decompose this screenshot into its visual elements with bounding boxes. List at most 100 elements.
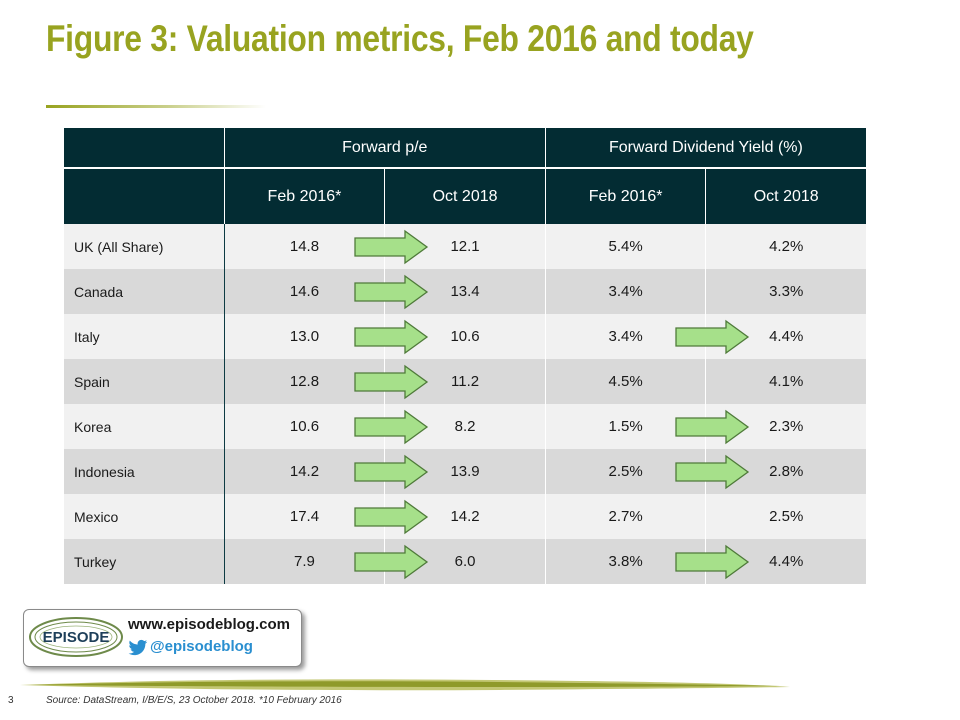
pe-feb16-cell: 10.6 bbox=[223, 404, 428, 449]
table-row: Spain 12.8 11.2 4.5% 4.1% bbox=[64, 359, 866, 404]
dy-feb16-cell: 4.5% bbox=[544, 359, 706, 404]
right-arrow-icon bbox=[353, 454, 429, 490]
group-header-forward-pe: Forward p/e bbox=[223, 128, 546, 168]
pe-feb16-cell-value: 14.8 bbox=[289, 238, 320, 255]
pe-feb16-cell-value: 13.0 bbox=[289, 328, 320, 345]
sub-header-dy-oct18: Oct 2018 bbox=[705, 168, 866, 224]
dy-oct18-cell: 2.5% bbox=[705, 494, 866, 539]
right-arrow-icon bbox=[674, 544, 750, 580]
footer-swoosh-divider bbox=[20, 679, 790, 691]
blog-url-link[interactable]: www.episodeblog.com bbox=[128, 616, 290, 633]
pe-feb16-cell: 7.9 bbox=[223, 539, 428, 584]
pe-oct18-cell: 12.1 bbox=[384, 224, 546, 269]
pe-feb16-cell: 12.8 bbox=[223, 359, 428, 404]
table-row: Indonesia 14.2 13.9 2.5% 2.8% bbox=[64, 449, 866, 494]
valuation-table: Forward p/e Forward Dividend Yield (%) F… bbox=[64, 128, 866, 584]
dy-oct18-cell-value: 2.5% bbox=[769, 508, 804, 525]
sub-header-pe-oct18: Oct 2018 bbox=[384, 168, 546, 224]
pe-feb16-cell-value: 10.6 bbox=[289, 418, 320, 435]
table-row: Canada 14.6 13.4 3.4% 3.3% bbox=[64, 269, 866, 314]
group-header-row: Forward p/e Forward Dividend Yield (%) bbox=[64, 128, 866, 168]
pe-feb16-cell: 13.0 bbox=[223, 314, 428, 359]
pe-oct18-cell-value: 10.6 bbox=[450, 328, 480, 345]
country-cell: Mexico bbox=[64, 494, 225, 539]
country-cell: Indonesia bbox=[64, 449, 225, 494]
episode-logo-box[interactable]: EPISODE www.episodeblog.com @episodeblog bbox=[23, 609, 302, 667]
dy-oct18-cell: 4.2% bbox=[705, 224, 866, 269]
country-cell-value: Spain bbox=[74, 373, 110, 390]
table-row: Korea 10.6 8.2 1.5% 2.3% bbox=[64, 404, 866, 449]
right-arrow-icon bbox=[353, 274, 429, 310]
table-body: UK (All Share) 14.8 12.1 5.4% 4.2% Canada 14.6… bbox=[64, 224, 866, 584]
dy-oct18-cell: 4.1% bbox=[705, 359, 866, 404]
dy-feb16-cell-value: 2.7% bbox=[608, 508, 643, 525]
country-cell-value: Italy bbox=[74, 328, 100, 345]
pe-feb16-cell: 17.4 bbox=[223, 494, 428, 539]
pe-oct18-cell-value: 13.4 bbox=[450, 283, 480, 300]
dy-oct18-cell-value: 4.4% bbox=[769, 553, 804, 570]
pe-oct18-cell: 8.2 bbox=[384, 404, 546, 449]
table-row: UK (All Share) 14.8 12.1 5.4% 4.2% bbox=[64, 224, 866, 269]
dy-oct18-cell: 3.3% bbox=[705, 269, 866, 314]
dy-oct18-cell-value: 4.2% bbox=[769, 238, 804, 255]
dy-feb16-cell-value: 3.4% bbox=[608, 328, 643, 345]
group-header-dividend-yield: Forward Dividend Yield (%) bbox=[544, 128, 866, 168]
pe-oct18-cell-value: 12.1 bbox=[450, 238, 480, 255]
dy-feb16-cell-value: 3.4% bbox=[608, 283, 643, 300]
dy-feb16-cell-value: 1.5% bbox=[608, 418, 643, 435]
country-cell: Korea bbox=[64, 404, 225, 449]
dy-oct18-cell-value: 3.3% bbox=[769, 283, 804, 300]
dy-feb16-cell-value: 5.4% bbox=[608, 238, 643, 255]
country-cell: Italy bbox=[64, 314, 225, 359]
dy-feb16-cell-value: 2.5% bbox=[608, 463, 643, 480]
pe-oct18-cell-value: 14.2 bbox=[450, 508, 480, 525]
country-cell-value: Mexico bbox=[74, 508, 119, 525]
dy-feb16-cell: 5.4% bbox=[544, 224, 706, 269]
country-cell-value: Korea bbox=[74, 418, 112, 435]
pe-oct18-cell-value: 6.0 bbox=[454, 553, 476, 570]
episode-logo-icon: EPISODE bbox=[29, 617, 123, 657]
pe-feb16-cell: 14.2 bbox=[223, 449, 428, 494]
pe-feb16-cell-value: 14.6 bbox=[289, 283, 320, 300]
country-cell: Canada bbox=[64, 269, 225, 314]
sub-header-pe-feb16: Feb 2016* bbox=[223, 168, 385, 224]
dy-oct18-cell: 2.8% bbox=[705, 449, 866, 494]
right-arrow-icon bbox=[353, 409, 429, 445]
pe-feb16-cell-value: 14.2 bbox=[289, 463, 320, 480]
right-arrow-icon bbox=[353, 319, 429, 355]
right-arrow-icon bbox=[674, 409, 750, 445]
right-arrow-icon bbox=[674, 319, 750, 355]
title-underline bbox=[46, 105, 266, 108]
country-cell-value: Canada bbox=[74, 283, 124, 300]
dy-feb16-cell: 3.4% bbox=[544, 314, 749, 359]
right-arrow-icon bbox=[353, 364, 429, 400]
country-cell: Spain bbox=[64, 359, 225, 404]
country-cell: UK (All Share) bbox=[64, 224, 225, 269]
country-cell-value: Indonesia bbox=[74, 463, 135, 480]
page-number: 3 bbox=[8, 695, 14, 706]
twitter-handle-link[interactable]: @episodeblog bbox=[150, 638, 253, 655]
sub-header-dy-feb16: Feb 2016* bbox=[544, 168, 706, 224]
country-cell: Turkey bbox=[64, 539, 225, 584]
right-arrow-icon bbox=[353, 229, 429, 265]
dy-feb16-cell: 1.5% bbox=[544, 404, 749, 449]
source-note: Source: DataStream, I/B/E/S, 23 October … bbox=[46, 695, 342, 706]
table-row: Mexico 17.4 14.2 2.7% 2.5% bbox=[64, 494, 866, 539]
right-arrow-icon bbox=[353, 499, 429, 535]
dy-feb16-cell: 3.8% bbox=[544, 539, 749, 584]
dy-oct18-cell-value: 4.4% bbox=[769, 328, 804, 345]
dy-oct18-cell-value: 2.8% bbox=[769, 463, 804, 480]
dy-feb16-cell: 2.7% bbox=[544, 494, 706, 539]
table-row: Turkey 7.9 6.0 3.8% 4.4% bbox=[64, 539, 866, 584]
dy-oct18-cell-value: 2.3% bbox=[769, 418, 804, 435]
right-arrow-icon bbox=[674, 454, 750, 490]
pe-feb16-cell-value: 7.9 bbox=[294, 553, 315, 570]
pe-oct18-cell-value: 8.2 bbox=[454, 418, 476, 435]
country-cell-value: UK (All Share) bbox=[74, 238, 164, 255]
dy-oct18-cell-value: 4.1% bbox=[769, 373, 804, 390]
corner-cell bbox=[64, 168, 225, 224]
pe-feb16-cell: 14.8 bbox=[223, 224, 428, 269]
page-title: Figure 3: Valuation metrics, Feb 2016 an… bbox=[46, 18, 754, 59]
pe-feb16-cell-value: 17.4 bbox=[289, 508, 320, 525]
dy-feb16-cell: 3.4% bbox=[544, 269, 706, 314]
